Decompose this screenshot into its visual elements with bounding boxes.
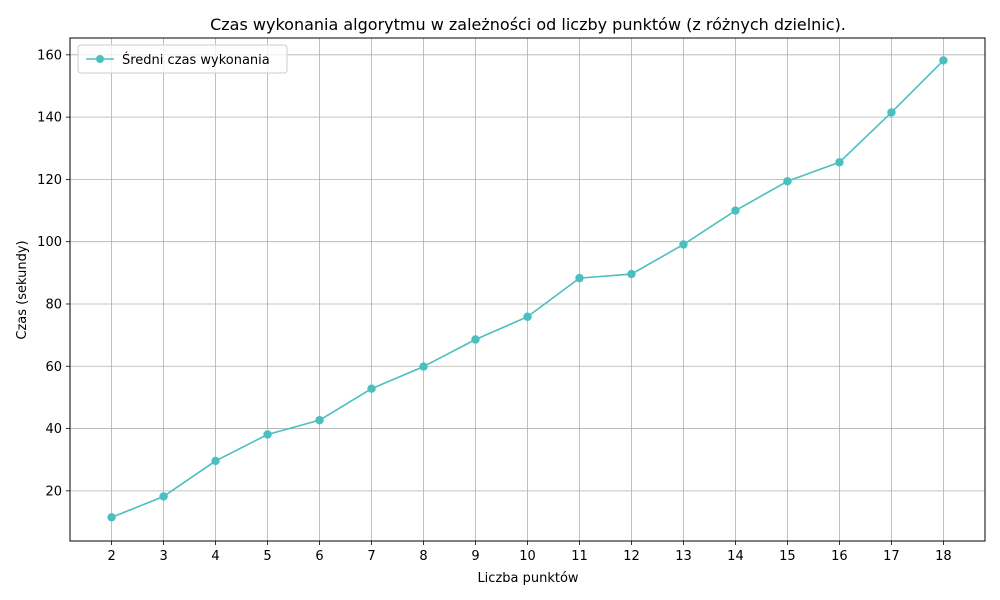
axis-ticks: 2 3 4 5 6 7 8 9 10 11 12 13 14 15 16 17 18 20 40 60 80 100 120… [37,48,952,564]
legend-marker-swatch [96,55,104,63]
y-tick-label: 140 [37,111,62,126]
x-tick-label: 10 [519,549,536,564]
x-tick-label: 5 [263,549,271,564]
x-tick-label: 3 [159,549,167,564]
data-point [783,177,792,186]
data-point [263,430,272,439]
x-tick-label: 15 [779,549,796,564]
data-point [887,108,896,117]
y-tick-label: 60 [45,360,62,375]
data-point [627,269,636,279]
legend-box [77,44,288,74]
legend-label: Średni czas wykonania [122,52,270,68]
x-axis-title: Liczba punktów [477,571,578,586]
y-tick-label: 40 [45,422,62,437]
data-point [107,513,116,522]
y-tick-label: 160 [37,48,62,63]
data-point [367,384,376,393]
x-tick-label: 14 [727,549,744,564]
x-tick-label: 13 [675,549,692,564]
series-layer [107,56,948,522]
y-tick-label: 100 [37,235,62,250]
y-tick-label: 80 [45,297,62,312]
y-tick-label: 20 [45,484,62,499]
y-tick-label: 120 [37,173,62,188]
x-tick-label: 7 [367,549,375,564]
x-tick-label: 17 [883,549,900,564]
data-point [679,240,688,249]
grid [70,38,985,541]
x-tick-label: 18 [935,549,952,564]
x-tick-label: 11 [571,549,588,564]
x-tick-label: 16 [831,549,848,564]
data-point [211,456,220,466]
y-axis-title: Czas (sekundy) [15,240,30,339]
x-tick-label: 4 [211,549,219,564]
data-point [315,415,324,425]
x-tick-label: 12 [623,549,640,564]
data-point [159,492,168,501]
chart-title: Czas wykonania algorytmu w zależności od… [210,15,846,34]
data-point [575,273,584,283]
data-point [471,335,480,344]
x-tick-label: 9 [471,549,479,564]
x-tick-label: 8 [419,549,427,564]
legend: Średni czas wykonania [77,44,288,74]
data-point [731,206,740,215]
x-tick-label: 6 [315,549,323,564]
data-point [523,312,532,321]
x-tick-label: 2 [107,549,115,564]
data-point [419,362,428,371]
data-point [939,56,948,65]
data-point [835,158,844,167]
